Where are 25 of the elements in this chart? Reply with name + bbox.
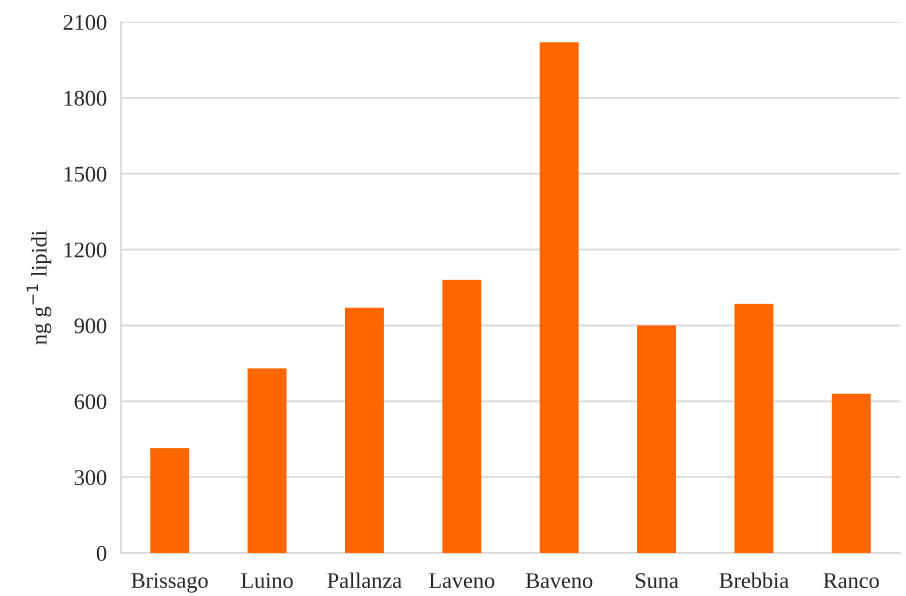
y-tick-label: 0 [96,546,106,561]
y-tick-label: 1500 [64,166,106,182]
bar [248,368,287,553]
bar [734,304,774,553]
x-tick-label: Brissago [131,573,208,593]
bar [442,280,482,553]
x-tick-label: Pallanza [327,572,402,588]
y-tick-label: 300 [74,470,106,486]
x-tick-label: Suna [636,573,678,588]
x-tick-label: Laveno [429,573,494,588]
x-tick-label: Baveno [526,573,592,588]
y-tick-label: 1800 [64,90,106,106]
bar [637,325,676,553]
bar [150,448,190,553]
x-tick-label: Brebbia [719,572,789,588]
x-tick-label: Ranco [824,573,879,588]
y-axis-title: ng g$^{−1}$ lipidi [26,230,52,345]
y-tick-label: 900 [74,318,106,334]
y-tick-label: 2100 [64,14,106,30]
bar [540,42,579,553]
y-tick-label: 600 [74,394,106,410]
y-tick-label: 1200 [64,242,106,258]
bar [344,308,384,553]
bar [832,394,871,553]
x-tick-label: Luino [241,573,293,588]
